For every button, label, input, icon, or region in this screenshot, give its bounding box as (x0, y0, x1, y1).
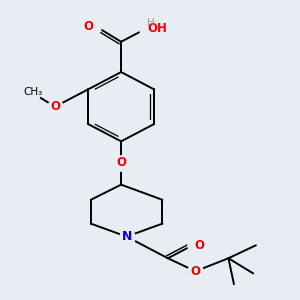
Text: O: O (190, 265, 200, 278)
Text: OH: OH (147, 22, 167, 35)
Text: O: O (195, 239, 205, 252)
Text: O: O (50, 100, 60, 113)
Text: O: O (116, 157, 126, 169)
Text: O: O (83, 20, 93, 33)
Text: CH₃: CH₃ (23, 86, 43, 97)
Text: N: N (122, 230, 132, 243)
Text: H: H (147, 18, 155, 28)
